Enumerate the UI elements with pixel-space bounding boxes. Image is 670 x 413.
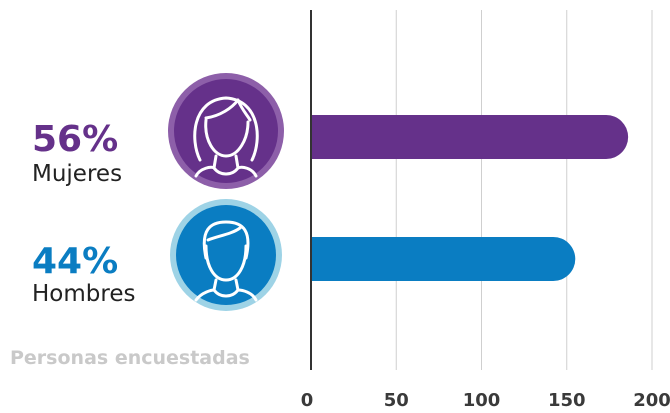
x-tick-label: 0 [301, 390, 314, 411]
category-label: Mujeres [32, 161, 122, 187]
man-icon [170, 199, 282, 311]
category-label: Hombres [32, 281, 135, 307]
x-tick-label: 200 [633, 390, 670, 411]
bar [312, 237, 576, 281]
bar [312, 115, 629, 159]
share-label: 56% [32, 119, 118, 160]
x-tick-label: 100 [463, 390, 501, 411]
woman-icon [168, 73, 284, 189]
x-tick-label: 50 [384, 390, 409, 411]
share-label: 44% [32, 241, 118, 282]
x-tick-label: 150 [548, 390, 586, 411]
x-axis-label: Personas encuestadas [10, 347, 250, 369]
